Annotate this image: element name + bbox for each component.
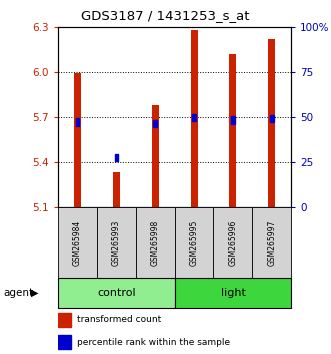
Bar	[191, 29, 198, 207]
Bar	[152, 105, 159, 207]
Bar	[58, 207, 97, 278]
Text: light: light	[220, 288, 245, 298]
Text: percentile rank within the sample: percentile rank within the sample	[76, 337, 230, 347]
Bar	[192, 114, 196, 121]
Bar	[175, 207, 213, 278]
Bar	[58, 313, 71, 327]
Bar	[270, 115, 274, 122]
Text: GSM265998: GSM265998	[151, 219, 160, 266]
Bar	[213, 207, 252, 278]
Bar	[74, 73, 81, 207]
Text: GSM265995: GSM265995	[190, 219, 199, 266]
Text: ▶: ▶	[31, 288, 39, 298]
Text: agent: agent	[3, 288, 33, 298]
Text: GSM265997: GSM265997	[267, 219, 276, 266]
Text: control: control	[97, 288, 136, 298]
Text: transformed count: transformed count	[76, 315, 161, 325]
Bar	[153, 120, 157, 127]
Bar	[229, 53, 236, 207]
Bar	[113, 172, 120, 207]
Text: GSM265993: GSM265993	[112, 219, 121, 266]
Bar	[97, 207, 136, 278]
Bar	[252, 207, 291, 278]
Bar	[115, 154, 118, 161]
Bar	[58, 278, 175, 308]
Text: GDS3187 / 1431253_s_at: GDS3187 / 1431253_s_at	[81, 9, 250, 22]
Bar	[175, 278, 291, 308]
Text: GSM265996: GSM265996	[228, 219, 237, 266]
Bar	[231, 116, 235, 124]
Bar	[136, 207, 175, 278]
Bar	[268, 39, 275, 207]
Bar	[75, 118, 79, 126]
Bar	[58, 335, 71, 349]
Text: GSM265984: GSM265984	[73, 219, 82, 266]
